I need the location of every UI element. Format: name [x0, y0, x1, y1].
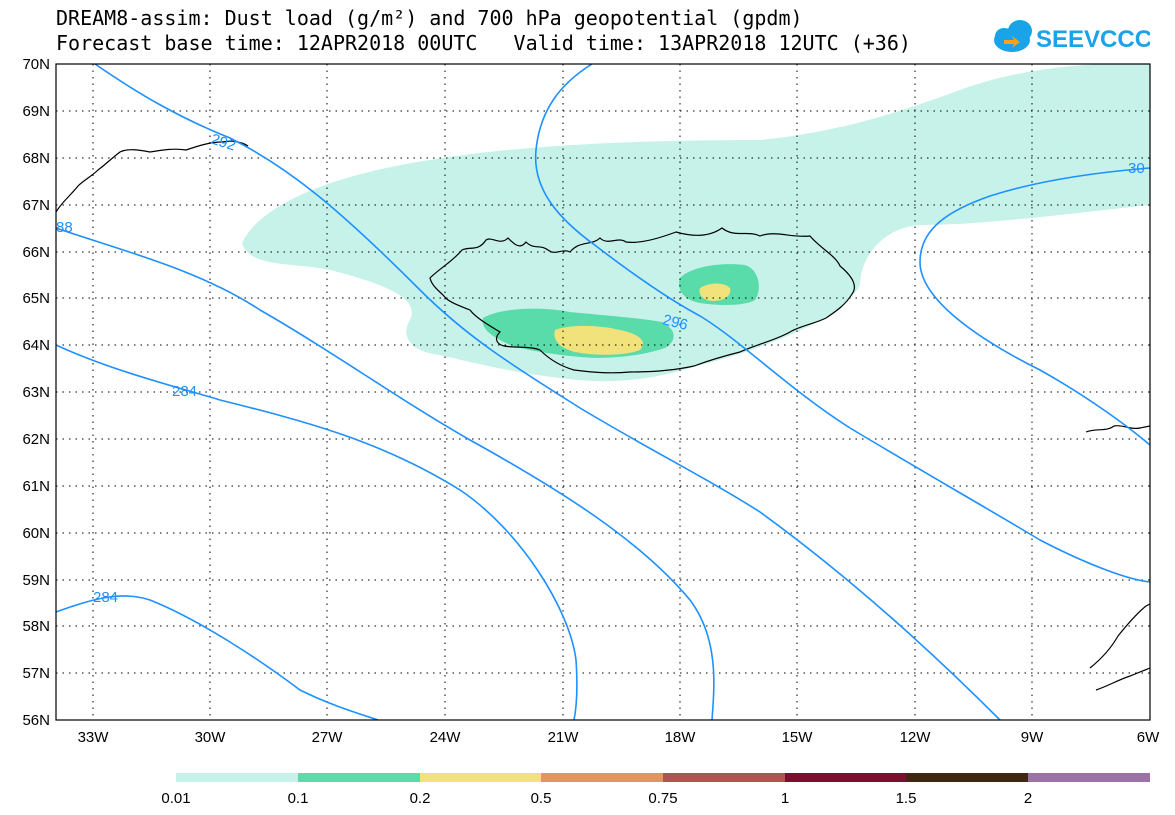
colorbar-label: 2: [1024, 790, 1032, 807]
longitude-labels: 33W 30W 27W 24W 21W 18W 15W 12W 9W 6W: [78, 729, 1161, 746]
coastline-scotland: [1089, 603, 1150, 691]
coastline-iceland: [429, 227, 855, 374]
lon-label: 12W: [900, 729, 932, 746]
colorbar-swatch: [1028, 773, 1150, 782]
colorbar-swatch: [541, 773, 663, 782]
lat-label: 64N: [22, 337, 50, 354]
contour-label-284-south: 284: [93, 589, 118, 606]
lat-label: 69N: [22, 103, 50, 120]
lon-label: 15W: [782, 729, 814, 746]
contour-label-284: 284: [172, 383, 197, 400]
lon-label: 6W: [1137, 729, 1160, 746]
lon-label: 9W: [1021, 729, 1044, 746]
colorbar-label: 1: [781, 790, 789, 807]
colorbar-swatch: [298, 773, 420, 782]
dust-area-0.2-south: [554, 325, 644, 355]
lon-label: 27W: [312, 729, 344, 746]
cloud-icon: [994, 20, 1032, 52]
contour-label-30: 30: [1128, 160, 1145, 177]
lat-label: 70N: [22, 56, 50, 73]
lat-label: 57N: [22, 665, 50, 682]
lon-label: 30W: [195, 729, 227, 746]
contour-labels: 292 30 88 296 284 284: [56, 131, 1145, 606]
lat-label: 68N: [22, 150, 50, 167]
colorbar-label: 0.5: [531, 790, 552, 807]
colorbar-swatch: [906, 773, 1028, 782]
coastline-faroe-shetland: [1085, 424, 1150, 433]
contour-label-88: 88: [56, 219, 73, 236]
colorbar-swatch: [785, 773, 906, 782]
map-plot-area: 292 30 88 296 284 284: [56, 64, 1150, 720]
colorbar-label: 0.75: [648, 790, 677, 807]
lon-label: 33W: [78, 729, 110, 746]
colorbar: 0.01 0.1 0.2 0.5 0.75 1 1.5 2: [161, 773, 1150, 807]
lat-label: 61N: [22, 478, 50, 495]
graticule: [56, 64, 1150, 720]
coastline-greenland: [56, 140, 249, 213]
contour-300: [919, 167, 1150, 446]
contour-288: [56, 227, 715, 720]
lat-label: 66N: [22, 244, 50, 261]
contour-label-292: 292: [209, 131, 238, 155]
dust-area-0.01: [242, 64, 1150, 382]
lon-label: 21W: [548, 729, 580, 746]
lat-label: 63N: [22, 384, 50, 401]
contour-284: [56, 344, 578, 720]
contour-292: [94, 64, 1001, 720]
coastlines: [56, 140, 1150, 691]
seevccc-logo: SEEVCCC: [994, 20, 1150, 53]
geopotential-contours: [56, 64, 1150, 720]
colorbar-label: 0.01: [161, 790, 190, 807]
colorbar-label: 0.1: [288, 790, 309, 807]
colorbar-swatch: [663, 773, 785, 782]
contour-284-south: [56, 595, 379, 720]
colorbar-swatch: [420, 773, 541, 782]
latitude-labels: 70N 69N 68N 67N 66N 65N 64N 63N 62N 61N …: [22, 56, 50, 729]
lat-label: 56N: [22, 712, 50, 729]
colorbar-label: 0.2: [410, 790, 431, 807]
map-frame: [55, 63, 1151, 721]
lat-label: 62N: [22, 431, 50, 448]
logo-text: SEEVCCC: [1036, 26, 1150, 53]
lat-label: 59N: [22, 572, 50, 589]
lat-label: 60N: [22, 525, 50, 542]
lat-label: 67N: [22, 197, 50, 214]
lon-label: 18W: [665, 729, 697, 746]
lat-label: 58N: [22, 618, 50, 635]
chart-title: DREAM8-assim: Dust load (g/m²) and 700 h…: [56, 6, 803, 30]
contour-296: [534, 64, 1150, 583]
lon-label: 24W: [430, 729, 462, 746]
colorbar-swatch: [176, 773, 298, 782]
lat-label: 65N: [22, 290, 50, 307]
colorbar-label: 1.5: [896, 790, 917, 807]
dust-area-0.2-east: [699, 283, 731, 301]
contour-label-296: 296: [661, 311, 689, 334]
chart-subtitle: Forecast base time: 12APR2018 00UTC Vali…: [56, 31, 911, 55]
